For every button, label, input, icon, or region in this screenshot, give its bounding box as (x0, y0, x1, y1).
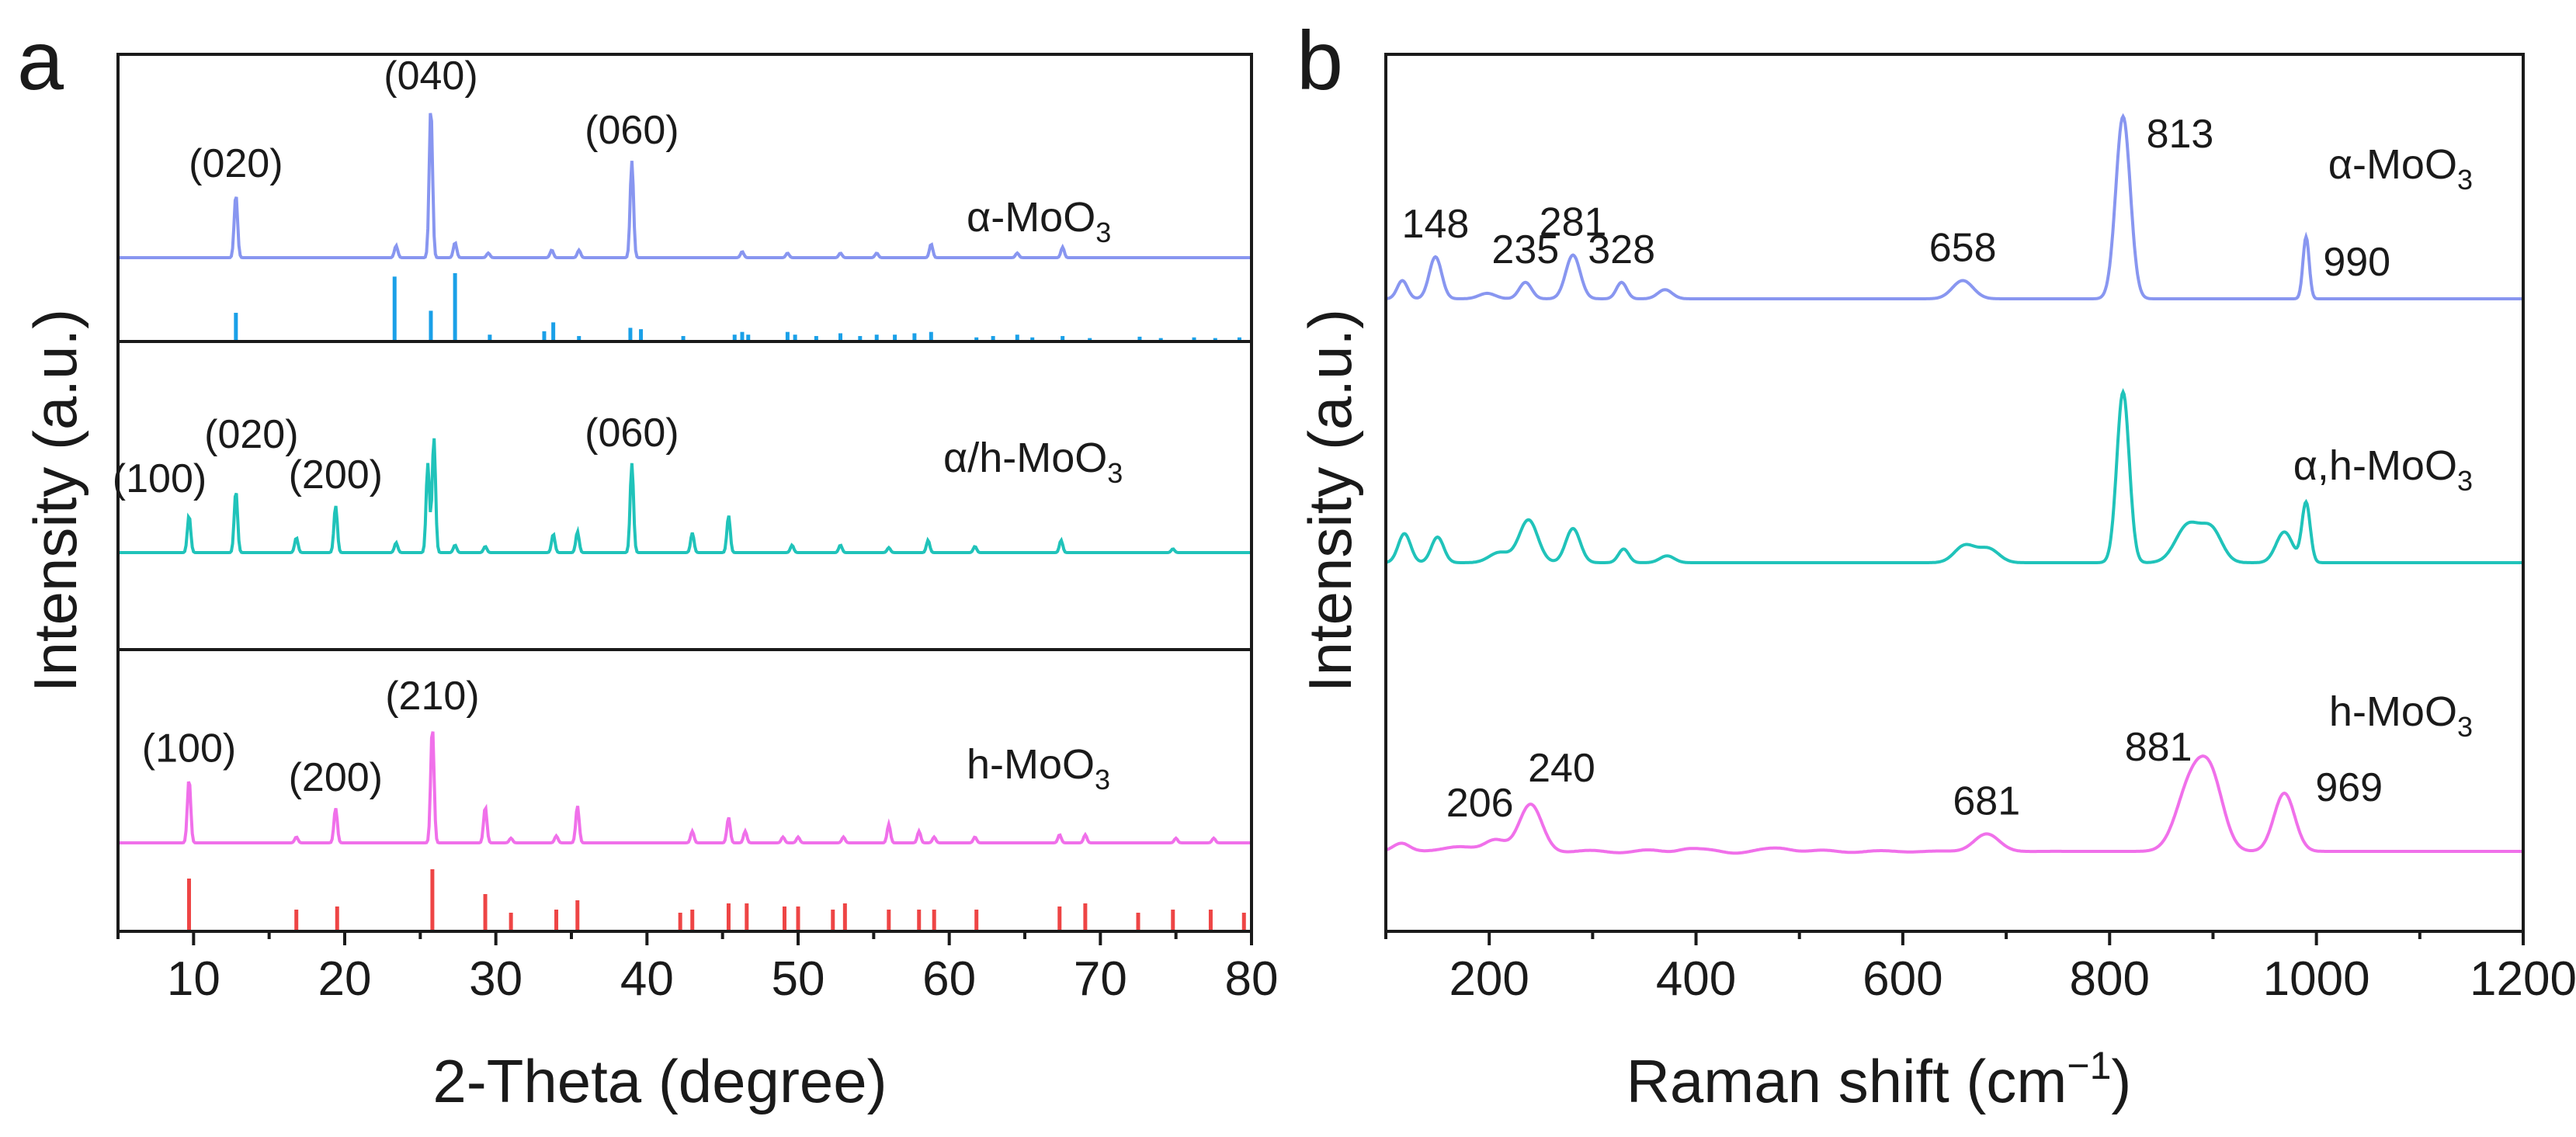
raman-peak-label: 281 (1540, 200, 1607, 245)
xrd-hkl-label: (060) (585, 108, 679, 153)
panel-a-x-tick-label: 10 (167, 952, 220, 1006)
xrd-curve-2 (118, 438, 1252, 554)
raman-peak-label: 881 (2125, 725, 2192, 770)
panel-a-xlabel: 2-Theta (degree) (432, 1047, 887, 1115)
panel-b-x-tick-label: 400 (1656, 952, 1736, 1006)
xrd-hkl-label: (200) (289, 755, 383, 800)
xrd-sample-label-2: α/h-MoO3 (943, 435, 1123, 489)
raman-peak-label: 235 (1491, 227, 1559, 272)
panel-b-x-tick-label: 200 (1449, 952, 1529, 1006)
panel-a-x-tick-label: 80 (1225, 952, 1279, 1006)
xrd-curve-1 (118, 113, 1252, 259)
xrd-hkl-label: (100) (113, 456, 207, 501)
xrd-hkl-label: (200) (289, 452, 383, 497)
raman-peak-label: 813 (2147, 112, 2214, 157)
xrd-hkl-label: (210) (385, 674, 479, 719)
xrd-curve-3 (118, 731, 1252, 844)
raman-peak-label: 658 (1929, 226, 1997, 271)
panel-a-x-tick-label: 60 (922, 952, 976, 1006)
panel-a-x-tick-label: 50 (772, 952, 825, 1006)
raman-peak-label: 969 (2315, 765, 2383, 810)
panel-b-letter: b (1297, 13, 1343, 107)
panel-b-x-tick-label: 600 (1863, 952, 1942, 1006)
raman-peak-label: 990 (2323, 240, 2390, 285)
raman-peak-label: 681 (1953, 779, 2020, 824)
panel-b-frame (1384, 53, 2525, 933)
raman-curve-3 (1385, 754, 2523, 855)
raman-sample-label-3: h-MoO3 (2329, 688, 2473, 743)
panel-a-ylabel: Intensity (a.u.) (21, 309, 89, 692)
raman-peak-label: 240 (1528, 746, 1595, 791)
panel-a-x-tick-label: 20 (318, 952, 372, 1006)
xrd-hkl-label: (040) (384, 54, 477, 99)
raman-sample-label-2: α,h-MoO3 (2293, 442, 2473, 497)
panel-b-x-tick-label: 1000 (2263, 952, 2370, 1006)
xrd-hkl-label: (020) (204, 412, 298, 457)
raman-peak-label: 206 (1446, 781, 1514, 826)
panel-a-x-tick-label: 70 (1074, 952, 1127, 1006)
raman-sample-label-1: α-MoO3 (2328, 141, 2473, 196)
panel-a-chart: (020)(040)(060)α-MoO3(100)(020)(200)(060… (113, 53, 1279, 1006)
xrd-sample-label-3: h-MoO3 (967, 741, 1110, 796)
xrd-hkl-label: (060) (585, 411, 679, 456)
xrd-sample-label-1: α-MoO3 (967, 194, 1111, 248)
panel-b-x-tick-label: 800 (2070, 952, 2150, 1006)
panel-a-x-tick-label: 30 (469, 952, 522, 1006)
raman-peak-label: 148 (1402, 202, 1470, 247)
xrd-hkl-label: (020) (189, 141, 283, 186)
panel-a-x-tick-label: 40 (620, 952, 674, 1006)
panel-a-frame (116, 53, 1253, 933)
raman-peak-label: 328 (1588, 227, 1655, 272)
panel-a-letter: a (17, 13, 64, 107)
xrd-hkl-label: (100) (142, 726, 236, 771)
raman-curve-1 (1385, 113, 2523, 300)
panel-b-ylabel: Intensity (a.u.) (1296, 309, 1364, 692)
panel-b-x-tick-label: 1200 (2470, 952, 2576, 1006)
panel-b-xlabel: Raman shift (cm−1) (1626, 1044, 2132, 1115)
raman-curve-2 (1385, 387, 2523, 564)
